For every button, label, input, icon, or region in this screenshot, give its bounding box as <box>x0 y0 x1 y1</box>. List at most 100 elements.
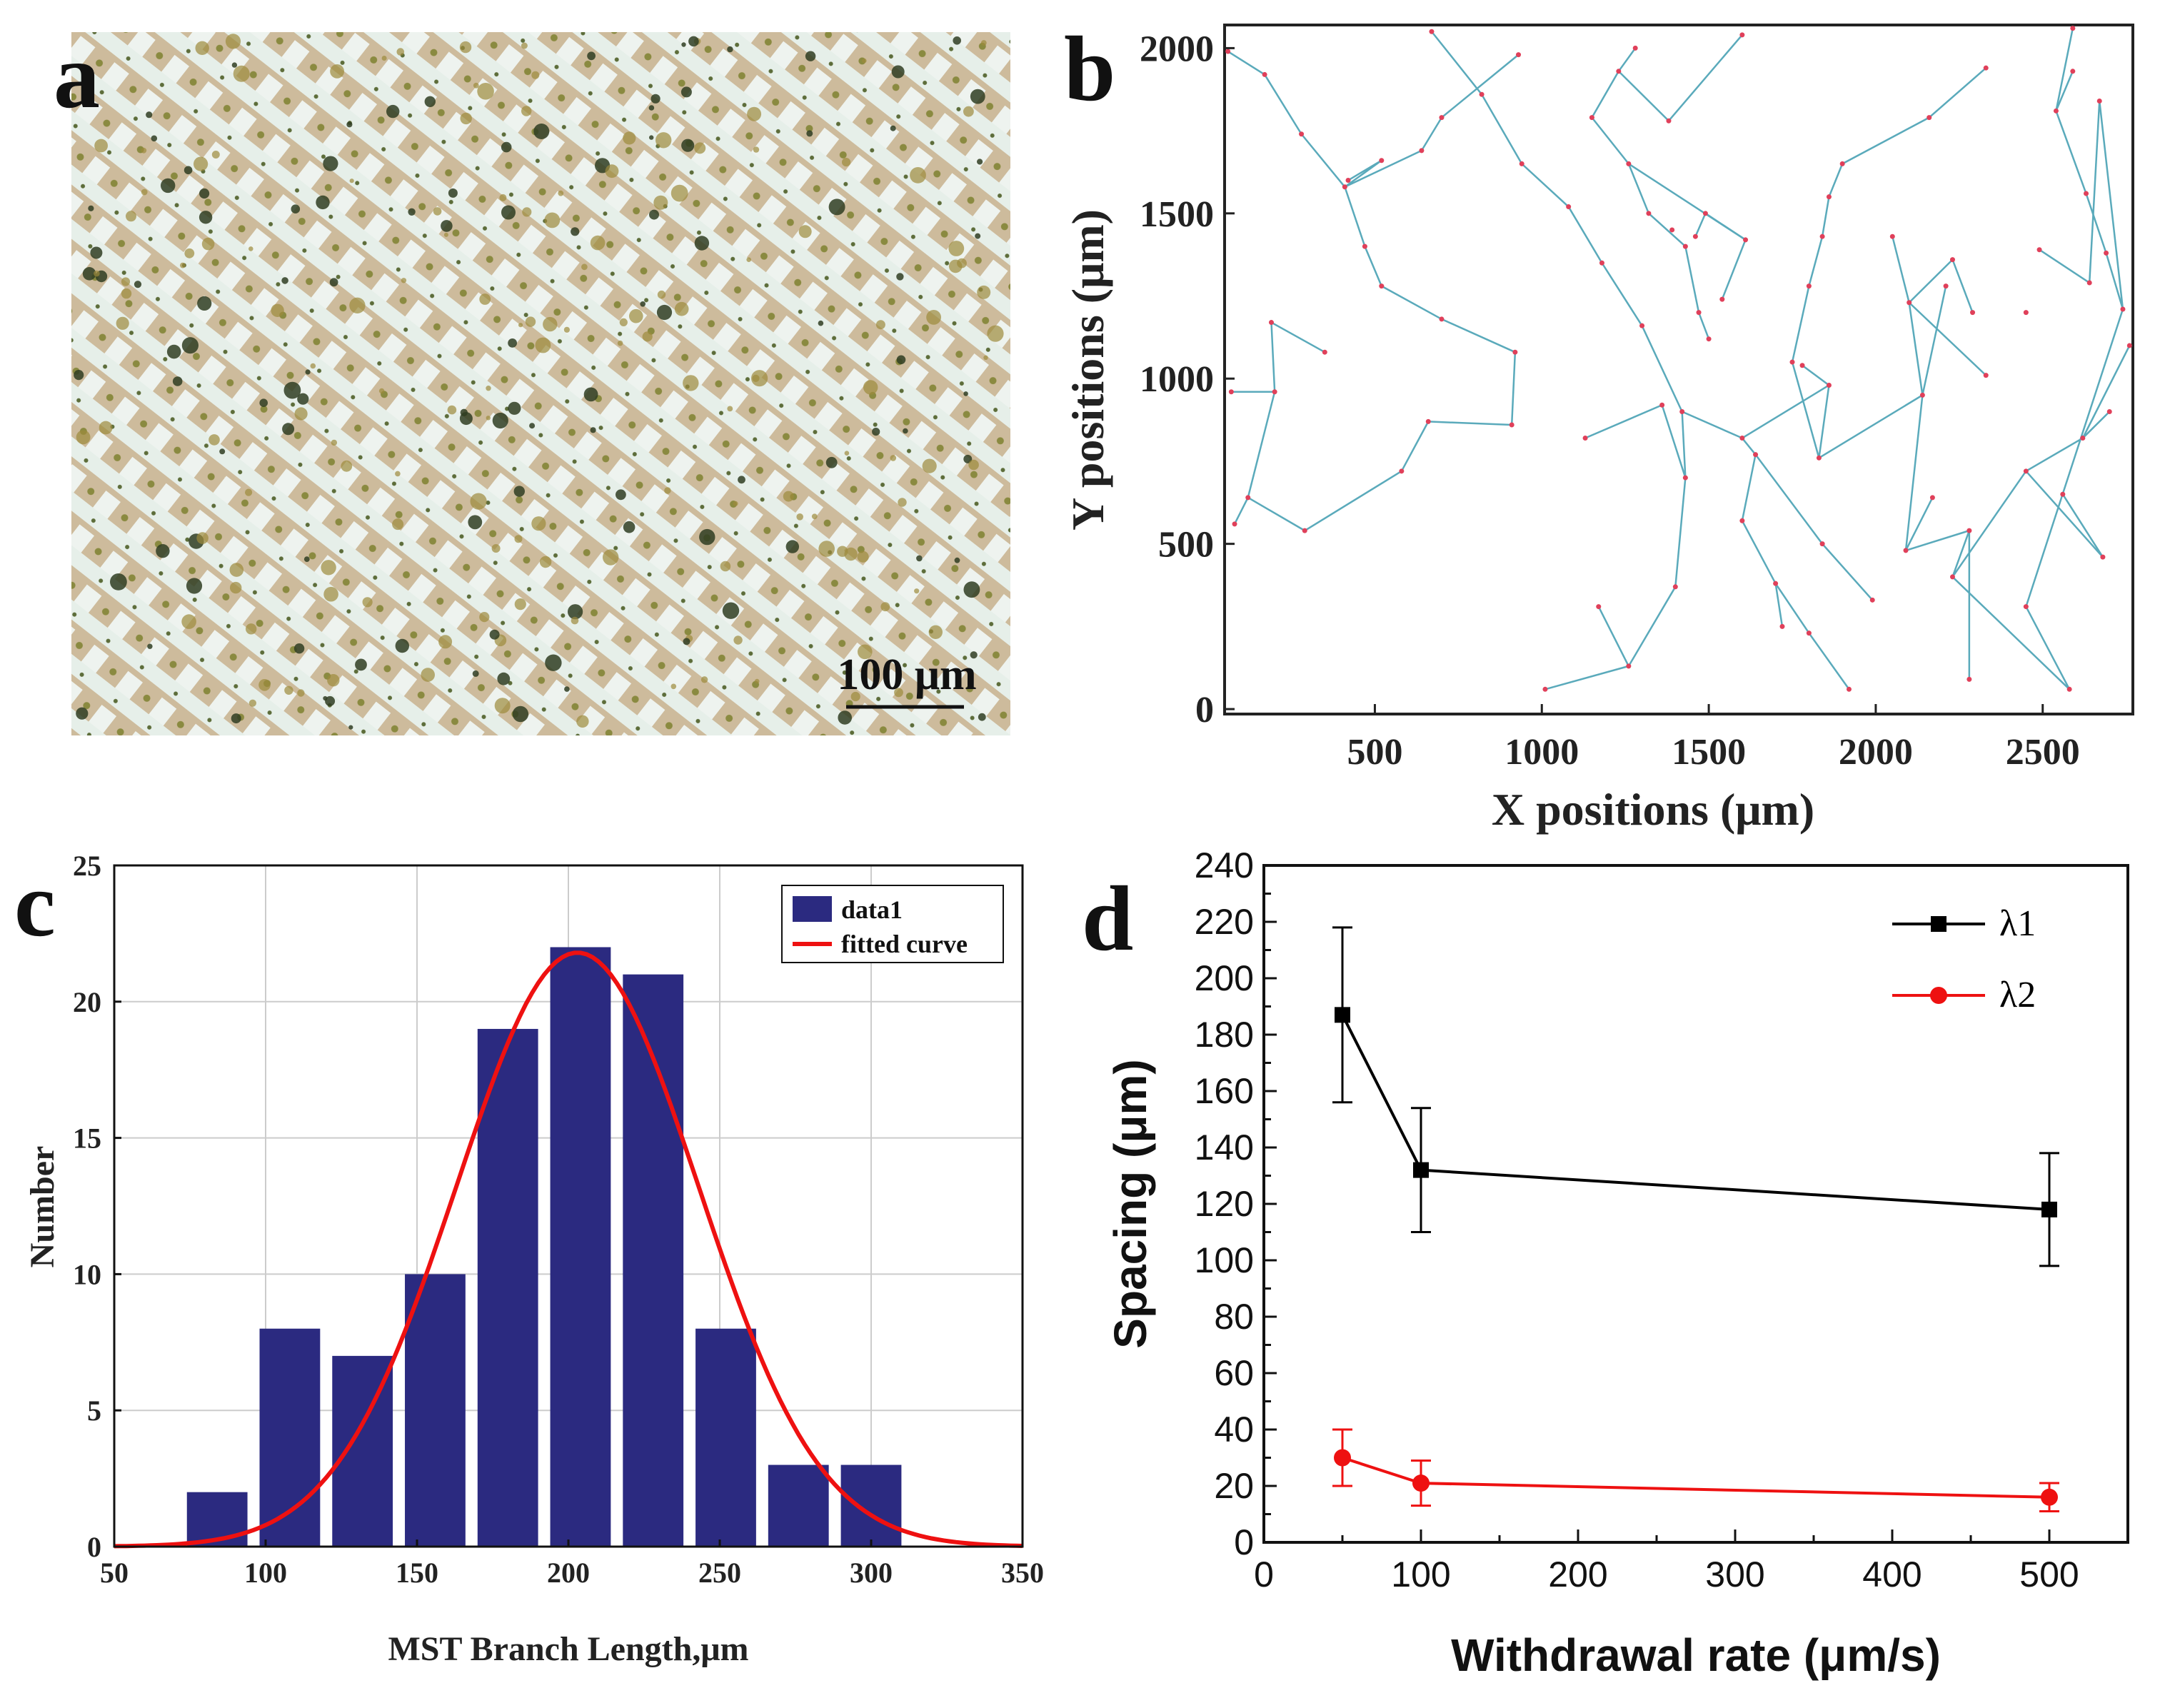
mst-node <box>1345 178 1351 184</box>
inclusion-dot <box>231 62 238 68</box>
mst-node <box>1739 436 1745 441</box>
mst-edge <box>1247 391 1276 498</box>
mst-node <box>1479 91 1485 97</box>
inclusion-dot <box>195 41 209 55</box>
mst-node <box>1679 409 1685 415</box>
mst-edge <box>2081 345 2131 439</box>
mst-edge <box>2055 28 2074 111</box>
mst-edge <box>1270 322 1276 392</box>
inclusion-dot <box>233 65 250 82</box>
mst-node <box>1429 29 1435 34</box>
mst-edge <box>1344 149 1422 188</box>
mst-node <box>1739 518 1745 523</box>
x-tick-label: 300 <box>1705 1554 1764 1594</box>
inclusion-dot <box>489 629 500 640</box>
inclusion-dot <box>828 199 845 216</box>
mst-node <box>1302 528 1307 533</box>
mst-edge <box>1697 312 1710 340</box>
inclusion-dot <box>184 248 195 258</box>
inclusion-dot <box>681 42 686 47</box>
mst-node <box>2106 409 2112 415</box>
inclusion-dot <box>386 104 400 119</box>
inclusion-dot <box>329 278 338 287</box>
mst-node <box>2023 604 2029 610</box>
panel-d-y-ticks: 0 20 40 60 80 100 120 140 160 180 200 220 240 <box>1195 845 1277 1562</box>
mst-edge <box>1741 454 1757 521</box>
mst-edge <box>1247 496 1305 532</box>
inclusion-dot <box>323 586 338 602</box>
inclusion-dot <box>491 544 501 553</box>
mst-edge <box>1233 497 1249 525</box>
mst-node <box>1639 323 1645 328</box>
x-tick-label: 500 <box>2019 1554 2079 1594</box>
inclusion-dot <box>514 535 523 543</box>
inclusion-dot <box>196 532 209 544</box>
inclusion-dot <box>323 156 338 171</box>
mst-node <box>2126 343 2132 348</box>
mst-node <box>1826 194 1832 200</box>
mst-node <box>1512 349 1518 355</box>
mst-edge <box>1270 321 1325 353</box>
mst-node <box>1889 233 1895 239</box>
mst-edge <box>1400 421 1430 472</box>
inclusion-dot <box>459 41 472 54</box>
inclusion-dot <box>975 233 981 239</box>
inclusion-dot <box>623 131 636 145</box>
panel-d-frame <box>1262 864 2129 1544</box>
mst-node <box>1826 382 1832 388</box>
y-tick-label: 25 <box>73 850 101 882</box>
inclusion-dot <box>325 695 336 706</box>
inclusion-dot <box>297 689 305 697</box>
mst-node <box>1927 115 1932 121</box>
inclusion-dot <box>230 581 242 594</box>
inclusion-dot <box>558 190 564 196</box>
inclusion-dot <box>683 638 690 645</box>
inclusion-dot <box>896 355 906 365</box>
inclusion-dot <box>499 194 507 201</box>
inclusion-dot <box>74 370 84 381</box>
mst-node <box>1907 300 1912 306</box>
mst-edge <box>1818 394 1924 459</box>
x-tick-label: 2000 <box>1839 732 1913 773</box>
inclusion-dot <box>980 40 987 46</box>
inclusion-dot <box>563 326 571 333</box>
inclusion-dot <box>186 578 203 594</box>
inclusion-dot <box>978 713 986 721</box>
micrograph <box>71 32 1010 735</box>
legend-swatch-data1 <box>793 896 832 922</box>
inclusion-dot <box>181 337 199 354</box>
y-tick-label: 100 <box>1195 1240 1254 1280</box>
inclusion-dot <box>694 236 710 251</box>
inclusion-dot <box>355 658 367 671</box>
mst-edge <box>1842 116 1930 165</box>
mst-node <box>1582 436 1588 441</box>
mst-edge <box>2025 437 2084 472</box>
mst-edge <box>2098 101 2124 310</box>
data-point-lambda2 <box>1412 1475 1430 1492</box>
inclusion-dot <box>531 71 540 79</box>
mst-node <box>2070 26 2076 31</box>
mst-node <box>2104 250 2109 256</box>
histogram-bar <box>623 974 684 1547</box>
inclusion-dot <box>948 259 963 273</box>
x-tick-label: 200 <box>547 1557 590 1589</box>
mst-edge <box>1304 470 1402 532</box>
panel-c-x-axis-label: MST Branch Length,μm <box>388 1630 748 1668</box>
mst-node <box>1542 686 1548 692</box>
mst-node <box>2060 491 2066 497</box>
inclusion-dot <box>587 51 596 61</box>
mst-edge <box>1828 163 1844 198</box>
mst-node <box>1789 359 1795 365</box>
inclusion-dot <box>619 318 628 326</box>
panel-b-frame <box>1223 24 2134 715</box>
inclusion-dot <box>395 471 401 477</box>
y-tick-label: 180 <box>1195 1015 1254 1055</box>
inclusion-dot <box>880 602 890 612</box>
mst-node <box>1903 548 1909 553</box>
inclusion-dot <box>116 316 129 330</box>
panel-d-legend: λ1 λ2 <box>1892 903 2036 1015</box>
inclusion-dot <box>700 676 708 683</box>
mst-node <box>2086 280 2092 286</box>
inclusion-dot <box>447 405 457 415</box>
